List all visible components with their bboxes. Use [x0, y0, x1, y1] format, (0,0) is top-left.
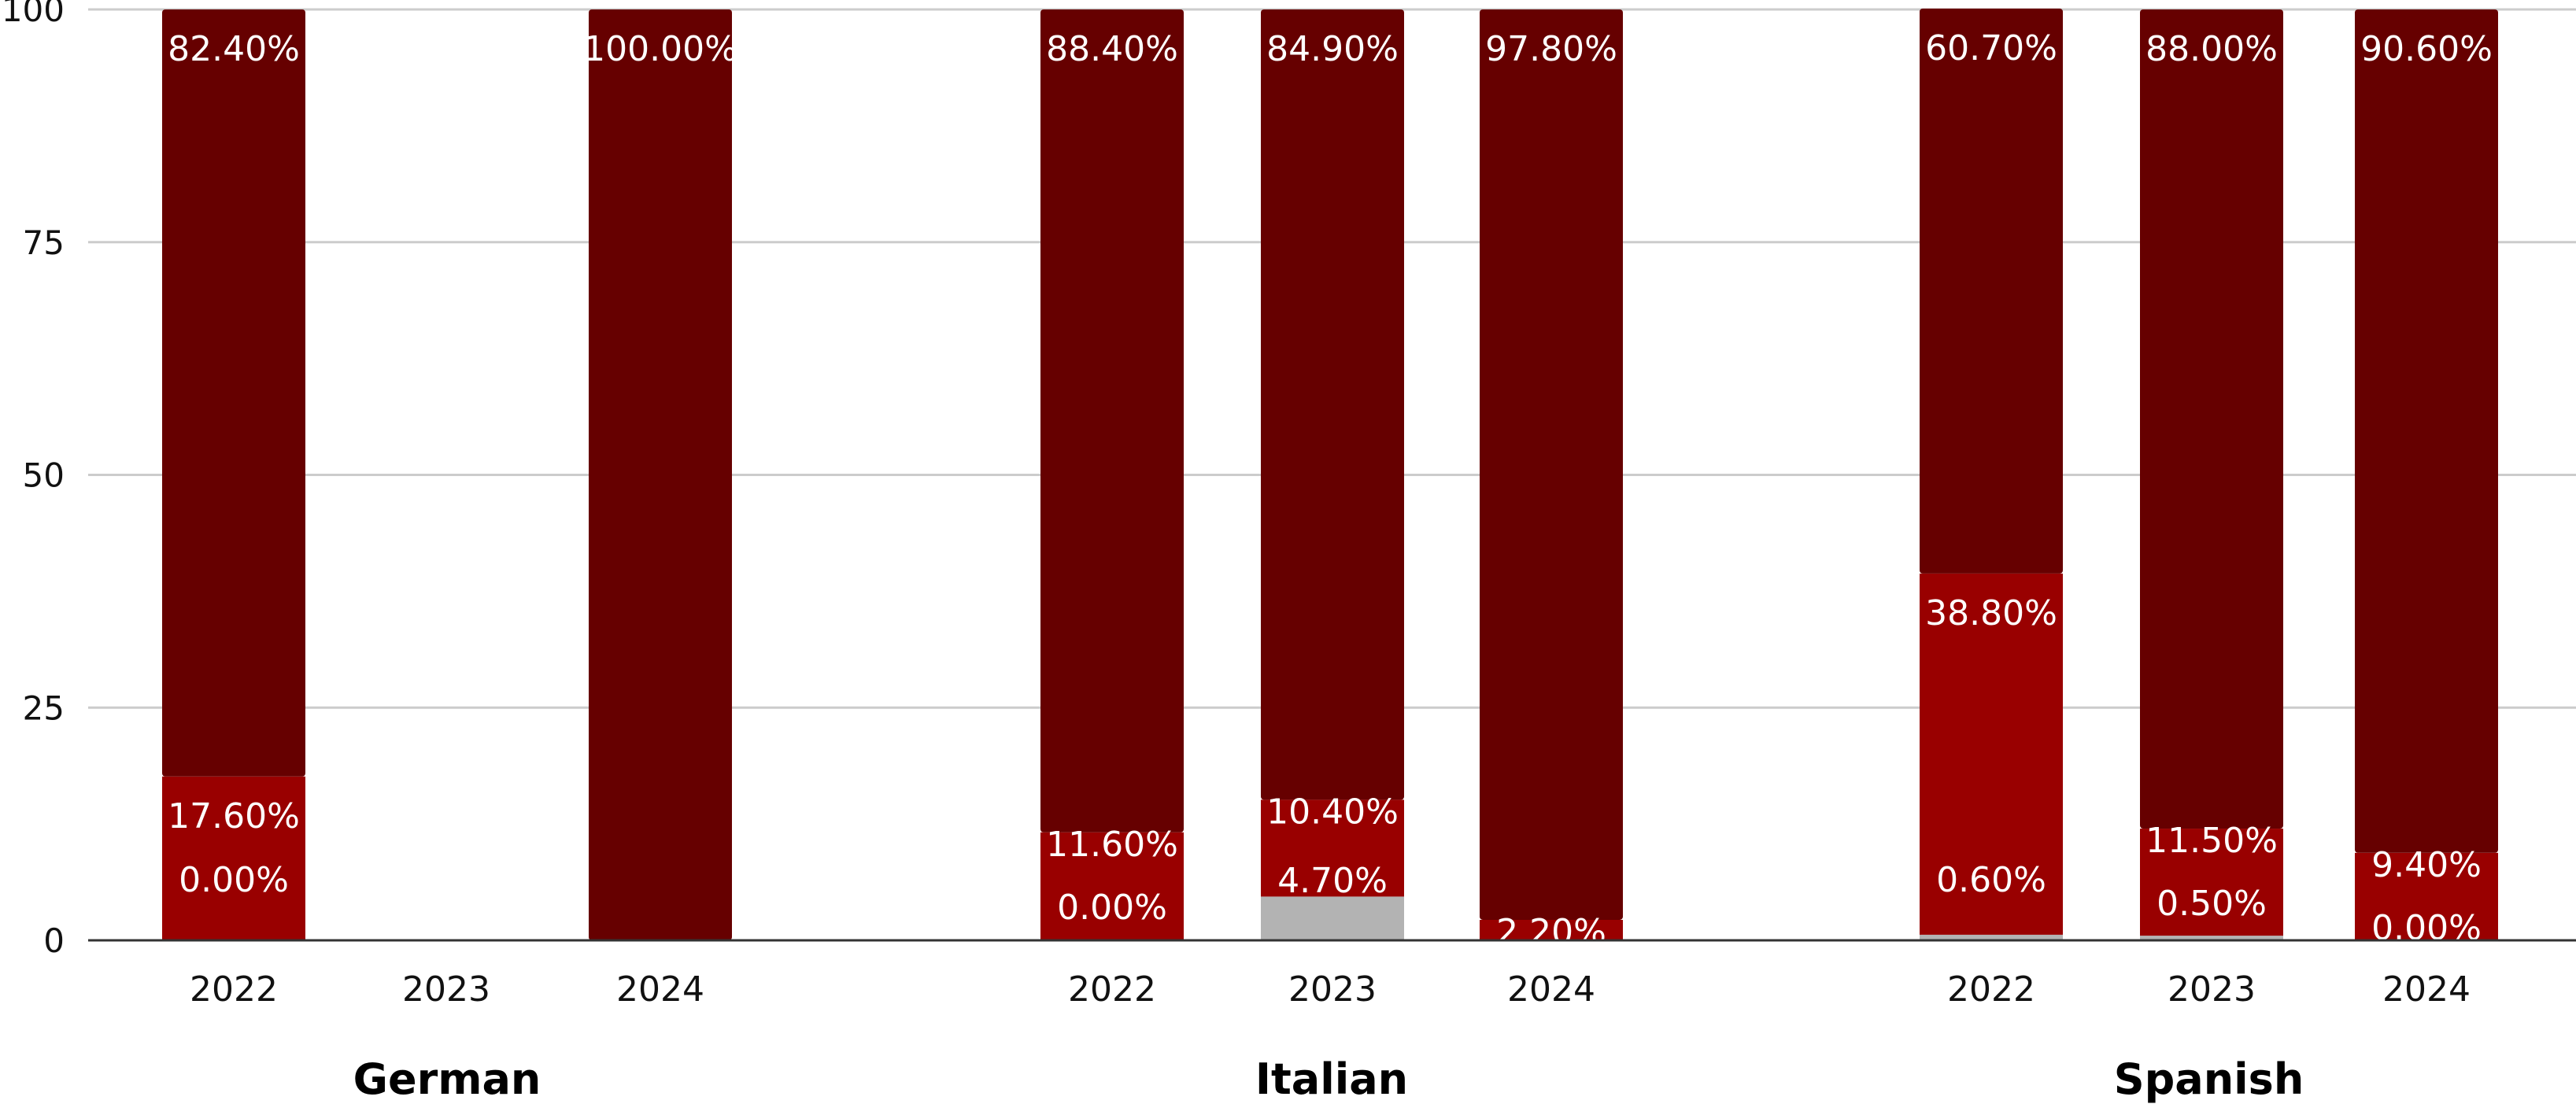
data-label-middle: 38.80% [1925, 593, 2057, 633]
x-tick-label: 2023 [402, 969, 490, 1010]
bar-segment-italian-2022-1 [1040, 832, 1184, 940]
data-label-middle: 11.50% [2145, 821, 2278, 861]
bar-segment-italian-2023-2 [1261, 9, 1404, 800]
data-label-middle: 10.40% [1266, 792, 1399, 832]
x-tick-label: 2023 [2168, 969, 2256, 1010]
data-label-bottom: 0.00% [1057, 888, 1167, 928]
data-label-top: 82.40% [168, 29, 300, 69]
data-label-middle: 9.40% [2371, 845, 2482, 885]
data-label-top: 100.00% [583, 29, 737, 69]
bar-segment-german-2024-2 [589, 9, 732, 940]
x-tick-label: 2024 [616, 969, 704, 1010]
x-tick-label: 2022 [1947, 969, 2035, 1010]
x-tick-label: 2024 [1507, 969, 1595, 1010]
data-label-middle: 11.60% [1046, 825, 1178, 865]
data-label-top: 97.80% [1485, 29, 1617, 69]
bar-segment-italian-2024-2 [1480, 9, 1623, 920]
data-label-top: 88.40% [1046, 29, 1178, 69]
data-label-top: 84.90% [1266, 29, 1399, 69]
data-label-top: 90.60% [2360, 29, 2493, 69]
bar-segment-spanish-2022-2 [1920, 8, 2063, 574]
bar-segment-spanish-2024-2 [2355, 9, 2498, 853]
data-labels-layer: 82.40% 17.60% 0.00% 100.00% 88.40% 11.60% 0.00… [168, 28, 2493, 1015]
data-label-bottom: 0.00% [2371, 908, 2482, 948]
bar-segment-italian-2023-0 [1261, 896, 1404, 940]
bar-segment-spanish-2023-0 [2140, 936, 2283, 940]
data-label-bottom: 0.50% [2157, 884, 2267, 924]
group-label-spanish: Spanish [2114, 1054, 2304, 1104]
bar-segment-italian-2023-1 [1261, 799, 1404, 897]
group-label-german: German [353, 1054, 541, 1104]
bar-segment-italian-2022-2 [1040, 9, 1184, 833]
data-label-bottom: 4.70% [1277, 861, 1388, 901]
bars-layer [162, 8, 2498, 940]
group-label-italian: Italian [1255, 1054, 1408, 1104]
x-tick-label: 2024 [2382, 969, 2471, 1010]
bar-segment-spanish-2023-2 [2140, 9, 2283, 829]
data-label-top: 88.00% [2145, 29, 2278, 69]
bar-segment-spanish-2023-1 [2140, 829, 2283, 936]
data-label-top: 60.70% [1925, 28, 2057, 68]
bar-segment-spanish-2022-1 [1920, 573, 2063, 935]
data-label-bottom: 0.00% [179, 860, 289, 900]
x-tick-label: 2023 [1288, 969, 1377, 1010]
bar-segment-spanish-2022-0 [1920, 934, 2063, 940]
y-tick-label: 100 [2, 0, 65, 29]
x-tick-label: 2022 [1068, 969, 1156, 1010]
y-tick-label: 75 [23, 223, 65, 262]
bar-segment-italian-2024-1 [1480, 919, 1623, 940]
data-label-middle: 17.60% [168, 796, 300, 836]
data-label-bottom: 0.00% [1496, 975, 1606, 1015]
bar-segment-german-2022-1 [162, 776, 305, 940]
y-tick-label: 0 [43, 921, 65, 960]
data-label-bottom: 0.60% [1936, 860, 2046, 900]
bar-segment-spanish-2024-1 [2355, 852, 2498, 940]
data-label-middle: 2.20% [1496, 912, 1606, 952]
x-tick-label: 2022 [190, 969, 278, 1010]
y-tick-label: 50 [23, 456, 65, 495]
y-tick-label: 25 [23, 689, 65, 727]
bar-segment-german-2022-2 [162, 9, 305, 777]
